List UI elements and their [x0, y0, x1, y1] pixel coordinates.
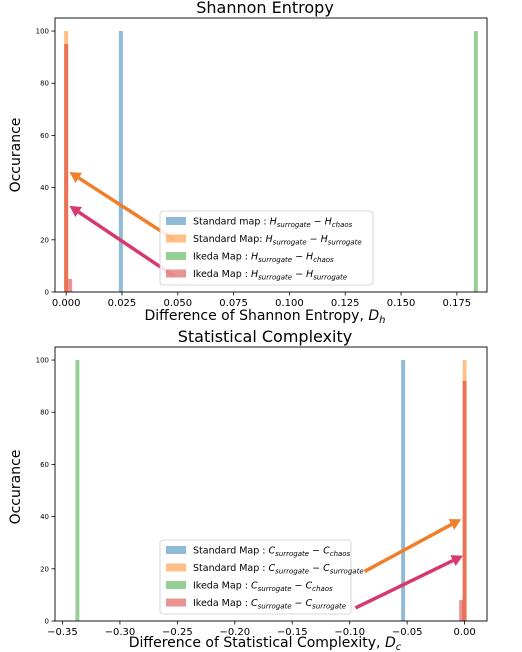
- legend-swatch: [166, 217, 186, 225]
- arrow-head-1: [450, 555, 463, 566]
- legend-entry: Standard Map : Csurrogate − Csurrogate: [193, 563, 364, 576]
- y-tick-label: 100: [36, 28, 49, 36]
- legend: Standard map : Hsurrogate − Hchaos Standa…: [159, 210, 374, 286]
- bar-series-2-0: [75, 360, 80, 621]
- bar-series-0-0: [118, 31, 123, 293]
- arrow-head-0: [448, 519, 462, 530]
- arrow-shaft-1: [77, 210, 176, 278]
- x-tick-label: −0.15: [277, 627, 308, 638]
- annotation-arrows: [69, 171, 176, 278]
- legend-swatch: [166, 546, 186, 554]
- bar-series-0-0: [401, 360, 406, 621]
- y-axis-label: Occurance: [8, 118, 24, 193]
- bar-series-3-1: [459, 600, 464, 621]
- subplot-title: Shannon Entropy: [196, 0, 334, 17]
- legend-swatch: [166, 581, 186, 589]
- arrow-shaft-0: [363, 522, 453, 573]
- legend-entry: Standard Map: Hsurrogate − Hsurrogate: [193, 234, 362, 247]
- x-tick-label: 0.025: [108, 298, 137, 309]
- y-tick-label: 20: [40, 236, 49, 244]
- y-axis-label: Occurance: [8, 450, 24, 525]
- y-tick-label: 0: [45, 618, 49, 626]
- statistical-complexity-subplot: Statistical Complexity −0.35 −0.30 −0.25 −0…: [8, 327, 488, 652]
- y-tick-label: 60: [40, 132, 49, 140]
- subplot-title: Statistical Complexity: [178, 327, 353, 346]
- y-tick-label: 0: [45, 289, 49, 297]
- legend-swatch: [166, 252, 186, 260]
- annotation-arrows: [354, 519, 463, 610]
- y-tick-label: 40: [40, 513, 49, 521]
- legend-box: [159, 539, 352, 615]
- bar-series-3-0: [64, 44, 69, 292]
- legend-entry: Ikeda Map : Hsurrogate − Hsurrogate: [193, 269, 347, 282]
- legend-box: [159, 210, 374, 286]
- y-axis-ticks: 0 20 40 60 80 100: [36, 357, 55, 626]
- x-axis-label: Difference of Statistical Complexity, Dc: [129, 635, 402, 652]
- x-tick-label: 0.000: [52, 298, 81, 309]
- legend-swatch: [166, 269, 186, 278]
- legend-entry: Ikeda Map : Hsurrogate − Hchaos: [193, 252, 334, 265]
- y-axis-ticks: 0 20 40 60 80 100: [36, 28, 55, 297]
- x-tick-label: −0.25: [162, 627, 193, 638]
- plot-frame: [54, 17, 488, 293]
- bar-series-2-0: [473, 31, 478, 293]
- arrow-shaft-0: [77, 176, 176, 242]
- arrow-head-1: [69, 205, 82, 217]
- shannon-entropy-subplot: Shannon Entropy 0.000 0.025 0.050 0.075 0.10…: [8, 0, 488, 326]
- x-axis-ticks: −0.35 −0.30 −0.25 −0.20 −0.15 −0.10 −0.05 0.00: [47, 621, 476, 638]
- x-tick-label: −0.20: [219, 627, 250, 638]
- x-tick-label: 0.125: [331, 298, 360, 309]
- x-tick-label: 0.050: [163, 298, 192, 309]
- x-tick-label: 0.150: [387, 298, 416, 309]
- legend-entry: Ikeda Map : Csurrogate − Cchaos: [193, 581, 333, 594]
- x-axis-ticks: 0.000 0.025 0.050 0.075 0.100 0.125 0.150 0.175: [52, 292, 471, 309]
- x-tick-label: 0.075: [219, 298, 248, 309]
- arrow-shaft-1: [354, 558, 454, 610]
- x-tick-label: −0.05: [392, 627, 423, 638]
- y-tick-label: 20: [40, 565, 49, 573]
- y-tick-label: 100: [36, 357, 49, 365]
- legend: Standard Map : Csurrogate − Cchaos Standa…: [159, 539, 364, 615]
- legend-entry: Standard map : Hsurrogate − Hchaos: [193, 217, 353, 230]
- y-tick-label: 80: [40, 409, 49, 417]
- y-tick-label: 40: [40, 184, 49, 192]
- legend-entry: Ikeda Map : Csurrogate − Csurrogate: [193, 598, 346, 611]
- bar-series-3-0: [462, 380, 467, 621]
- x-tick-label: −0.30: [105, 627, 136, 638]
- plot-frame: [54, 346, 488, 622]
- x-axis-label: Difference of Shannon Entropy, Dh: [145, 308, 386, 326]
- legend-swatch: [166, 563, 186, 572]
- arrow-head-0: [69, 171, 83, 183]
- bar-series-3-1: [68, 278, 73, 292]
- y-tick-label: 60: [40, 461, 49, 469]
- legend-swatch: [166, 234, 186, 243]
- legend-entry: Standard Map : Csurrogate − Cchaos: [193, 546, 351, 559]
- y-tick-label: 80: [40, 80, 49, 88]
- x-tick-label: −0.35: [47, 627, 78, 638]
- histogram-bars: [64, 31, 478, 293]
- legend-swatch: [166, 598, 186, 607]
- x-tick-label: 0.100: [275, 298, 304, 309]
- histogram-bars: [75, 360, 467, 621]
- x-tick-label: 0.00: [453, 627, 475, 638]
- x-tick-label: 0.175: [443, 298, 472, 309]
- x-tick-label: −0.10: [334, 627, 365, 638]
